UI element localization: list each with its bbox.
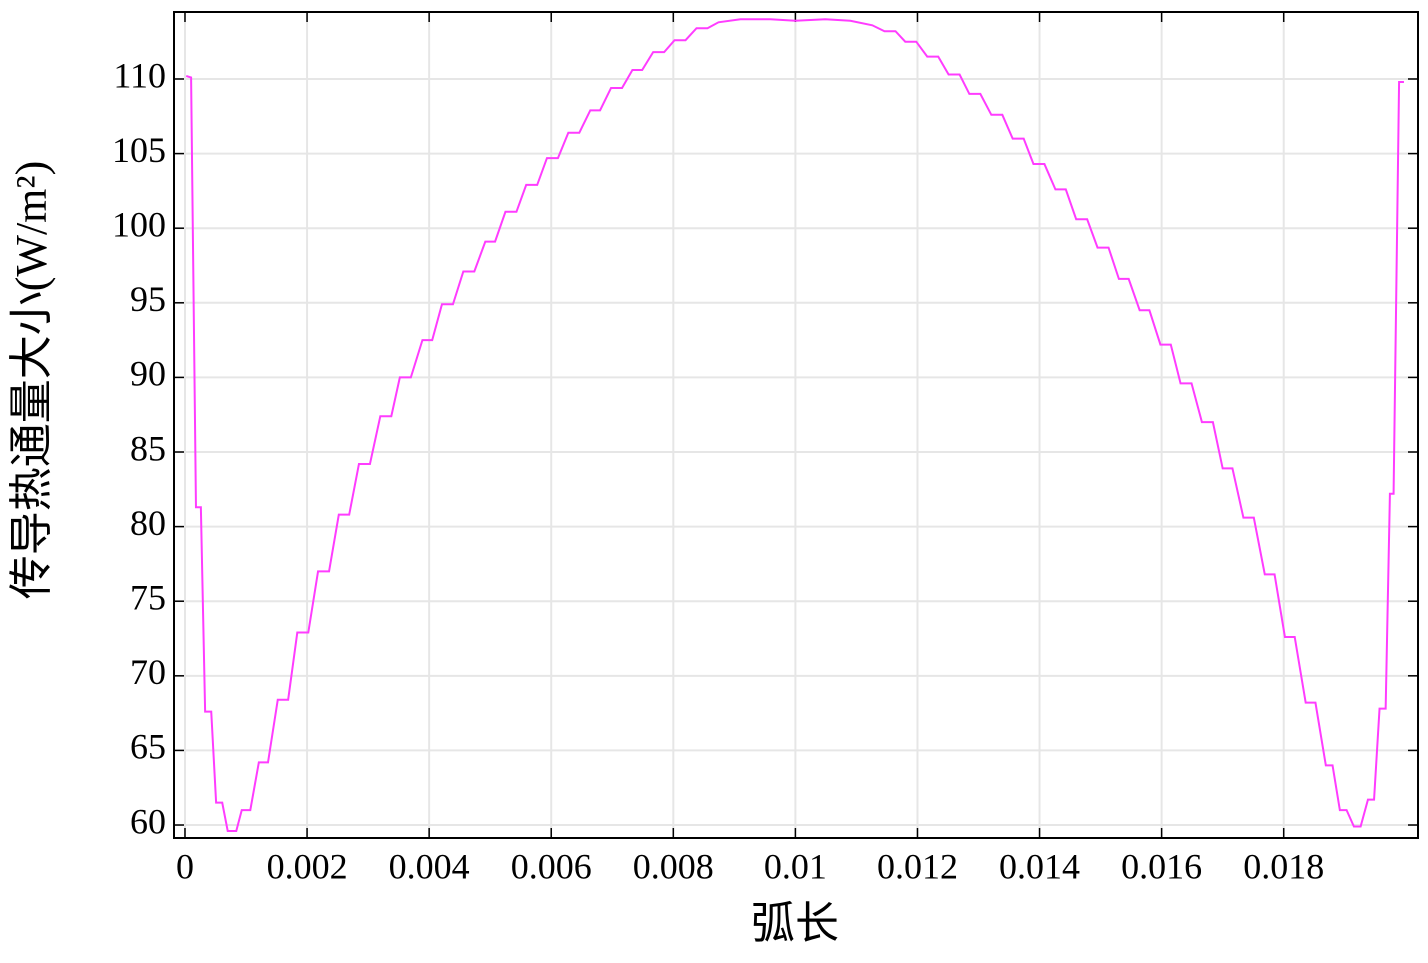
x-axis-label: 弧长 [751,899,839,948]
y-axis-label: 传导热通量大小(W/m²) [7,161,56,599]
y-tick-label: 110 [113,55,166,95]
y-tick-label: 95 [130,279,166,319]
y-tick-label: 90 [130,354,166,394]
y-tick-label: 80 [130,503,166,543]
x-tick-label: 0 [176,846,194,886]
x-tick-label: 0.006 [511,846,592,886]
x-tick-label: 0.004 [389,846,470,886]
x-tick-label: 0.018 [1243,846,1324,886]
y-tick-label: 75 [130,577,166,617]
x-tick-label: 0.01 [764,846,827,886]
y-tick-label: 70 [130,652,166,692]
data-line [185,18,1404,832]
x-tick-label: 0.016 [1121,846,1202,886]
x-tick-label: 0.014 [999,846,1080,886]
y-tick-label: 65 [130,727,166,767]
x-tick-label: 0.012 [877,846,958,886]
x-tick-label: 0.008 [633,846,714,886]
x-tick-label: 0.002 [267,846,348,886]
y-tick-label: 100 [112,204,166,244]
plot-frame [173,11,1419,839]
y-tick-label: 85 [130,428,166,468]
y-tick-label: 105 [112,130,166,170]
y-tick-label: 60 [130,801,166,841]
